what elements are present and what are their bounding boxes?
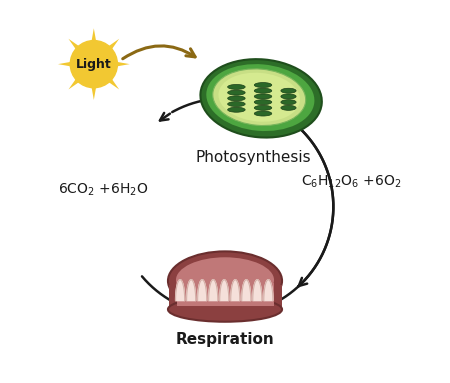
Circle shape <box>70 41 117 88</box>
Polygon shape <box>68 39 82 52</box>
Text: Light: Light <box>76 57 112 70</box>
Ellipse shape <box>281 105 296 110</box>
Ellipse shape <box>254 100 272 105</box>
FancyBboxPatch shape <box>177 283 274 306</box>
Polygon shape <box>106 76 119 90</box>
Text: C$_6$H$_{12}$O$_6$ +6O$_2$: C$_6$H$_{12}$O$_6$ +6O$_2$ <box>301 174 401 190</box>
Ellipse shape <box>254 94 272 99</box>
Polygon shape <box>209 280 218 301</box>
FancyBboxPatch shape <box>169 285 282 309</box>
Ellipse shape <box>218 73 300 122</box>
Polygon shape <box>264 280 273 301</box>
Polygon shape <box>198 280 207 301</box>
Polygon shape <box>91 84 97 100</box>
Ellipse shape <box>228 107 245 112</box>
Ellipse shape <box>281 88 296 93</box>
Ellipse shape <box>228 85 245 89</box>
Ellipse shape <box>228 90 245 95</box>
Ellipse shape <box>281 94 296 99</box>
Ellipse shape <box>168 251 282 310</box>
Ellipse shape <box>254 105 272 110</box>
Ellipse shape <box>228 101 245 106</box>
Ellipse shape <box>281 100 296 105</box>
Polygon shape <box>231 280 240 301</box>
Text: Photosynthesis: Photosynthesis <box>196 150 311 165</box>
Text: 6CO$_2$ +6H$_2$O: 6CO$_2$ +6H$_2$O <box>58 182 148 198</box>
Polygon shape <box>253 280 262 301</box>
Ellipse shape <box>200 59 322 137</box>
Polygon shape <box>220 280 229 301</box>
Ellipse shape <box>254 111 272 116</box>
Polygon shape <box>242 280 251 301</box>
Ellipse shape <box>254 88 272 93</box>
Polygon shape <box>58 61 74 67</box>
Polygon shape <box>114 61 130 67</box>
Polygon shape <box>91 28 97 44</box>
Ellipse shape <box>254 83 272 87</box>
Ellipse shape <box>176 257 274 303</box>
Text: Respiration: Respiration <box>176 332 274 347</box>
Ellipse shape <box>168 297 282 322</box>
Polygon shape <box>176 280 184 301</box>
Polygon shape <box>187 280 196 301</box>
Ellipse shape <box>213 69 306 126</box>
Ellipse shape <box>206 64 315 131</box>
Polygon shape <box>106 39 119 52</box>
Polygon shape <box>68 76 82 90</box>
Ellipse shape <box>228 96 245 101</box>
